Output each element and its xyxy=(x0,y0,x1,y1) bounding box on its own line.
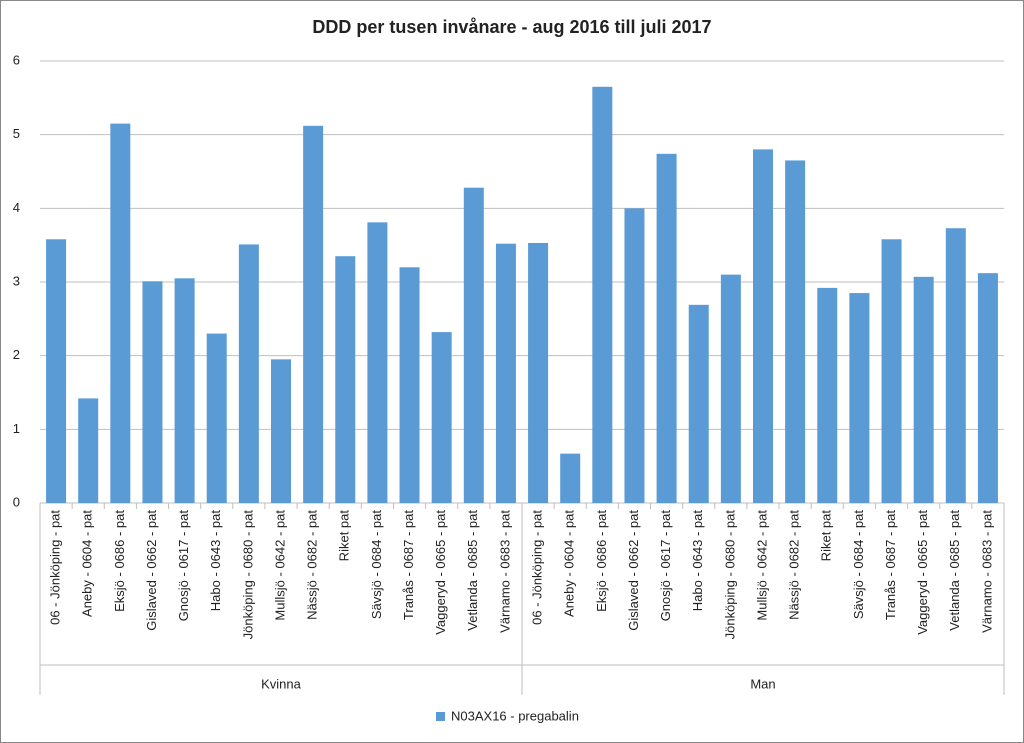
bar xyxy=(688,304,709,503)
x-tick-label: Sävsjö - 0684 - pat xyxy=(851,510,866,620)
legend-label: N03AX16 - pregabalin xyxy=(451,708,579,723)
x-tick-label: Vetlanda - 0685 - pat xyxy=(465,510,480,631)
bar xyxy=(46,239,67,504)
x-tick-label: Mullsjö - 0642 - pat xyxy=(754,510,769,621)
bar xyxy=(560,453,581,503)
y-tick-label: 5 xyxy=(13,126,20,141)
x-tick-label: Värnamo - 0683 - pat xyxy=(979,510,994,633)
bar xyxy=(78,398,99,503)
x-tick-label: Jönköping - 0680 - pat xyxy=(722,510,737,640)
bar xyxy=(110,123,131,503)
bar xyxy=(977,273,998,503)
bar xyxy=(431,332,452,503)
x-tick-label: Värnamo - 0683 - pat xyxy=(497,510,512,633)
legend-swatch xyxy=(436,712,445,721)
y-tick-label: 1 xyxy=(13,421,20,436)
x-tick-label: Sävsjö - 0684 - pat xyxy=(369,510,384,620)
x-tick-label: 06 - Jönköping - pat xyxy=(48,510,63,625)
x-tick-label: Gislaved - 0662 - pat xyxy=(144,510,159,631)
x-tick-label: Vaggeryd - 0665 - pat xyxy=(915,510,930,635)
x-tick-label: Habo - 0643 - pat xyxy=(208,510,223,612)
bar xyxy=(945,228,966,503)
x-tick-label: 06 - Jönköping - pat xyxy=(530,510,545,625)
bar xyxy=(174,278,195,503)
y-tick-label: 2 xyxy=(13,347,20,362)
bar xyxy=(303,125,324,504)
bar xyxy=(913,276,934,503)
bar xyxy=(785,160,806,503)
bar xyxy=(624,208,645,504)
bar xyxy=(528,242,549,503)
bar xyxy=(881,239,902,504)
bar xyxy=(720,274,741,503)
bar xyxy=(271,359,291,503)
y-tick-label: 3 xyxy=(13,273,20,288)
x-tick-label: Gnosjö - 0617 - pat xyxy=(658,510,673,622)
bar xyxy=(656,153,677,503)
x-tick-label: Gislaved - 0662 - pat xyxy=(626,510,641,631)
bar xyxy=(238,244,259,503)
bar xyxy=(206,333,227,503)
bar xyxy=(463,187,484,503)
bar xyxy=(817,287,838,503)
bar xyxy=(367,222,388,503)
x-tick-label: Riket pat xyxy=(337,510,352,562)
x-tick-label: Habo - 0643 - pat xyxy=(690,510,705,612)
x-tick-label: Eksjö - 0686 - pat xyxy=(112,510,127,612)
x-tick-label: Tranås - 0687 - pat xyxy=(883,510,898,620)
x-tick-label: Aneby - 0604 - pat xyxy=(80,510,95,617)
chart-title: DDD per tusen invånare - aug 2016 till j… xyxy=(312,17,711,37)
bar xyxy=(592,86,613,504)
x-tick-label: Vaggeryd - 0665 - pat xyxy=(433,510,448,635)
x-tick-label: Nässjö - 0682 - pat xyxy=(305,510,320,620)
bar xyxy=(849,293,870,503)
x-tick-label: Eksjö - 0686 - pat xyxy=(594,510,609,612)
x-tick-label: Nässjö - 0682 - pat xyxy=(787,510,802,620)
bar xyxy=(399,267,420,503)
bar xyxy=(753,149,773,503)
x-tick-label: Jönköping - 0680 - pat xyxy=(240,510,255,640)
x-tick-label: Gnosjö - 0617 - pat xyxy=(176,510,191,622)
x-tick-label: Tranås - 0687 - pat xyxy=(401,510,416,620)
x-tick-label: Riket pat xyxy=(819,510,834,562)
x-tick-label: Mullsjö - 0642 - pat xyxy=(272,510,287,621)
x-tick-label: Aneby - 0604 - pat xyxy=(562,510,577,617)
y-tick-label: 0 xyxy=(13,494,20,509)
group-label: Man xyxy=(750,676,775,691)
x-tick-label: Vetlanda - 0685 - pat xyxy=(947,510,962,631)
y-tick-label: 6 xyxy=(13,52,20,67)
y-tick-label: 4 xyxy=(13,200,20,215)
bar xyxy=(142,281,163,503)
group-label: Kvinna xyxy=(261,676,302,691)
bar xyxy=(335,256,356,503)
bar xyxy=(495,243,516,503)
